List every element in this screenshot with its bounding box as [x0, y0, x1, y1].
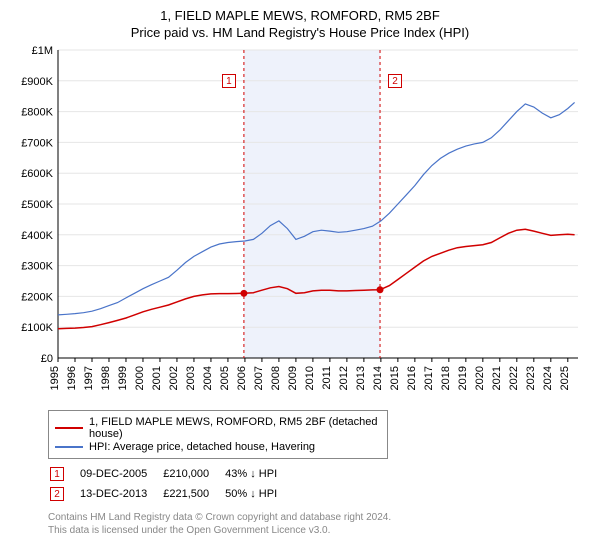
legend-label: HPI: Average price, detached house, Have… [89, 441, 315, 453]
ref-marker-2: 2 [388, 74, 402, 88]
x-axis-label: 2015 [389, 366, 401, 390]
sale-marker-icon: 2 [50, 487, 64, 501]
x-axis-label: 2025 [559, 366, 571, 390]
sale-delta: 50% ↓ HPI [225, 485, 291, 503]
sales-row: 1 09-DEC-2005£210,00043% ↓ HPI [50, 465, 291, 483]
y-axis-label: £300K [21, 261, 53, 273]
sale-date: 13-DEC-2013 [80, 485, 161, 503]
x-axis-label: 1995 [49, 366, 61, 390]
x-axis-label: 2005 [219, 366, 231, 390]
x-axis-label: 2011 [321, 366, 333, 390]
sale-price: £210,000 [163, 465, 223, 483]
y-axis-label: £800K [21, 107, 53, 119]
x-axis-label: 2014 [372, 366, 384, 390]
sales-row: 2 13-DEC-2013£221,50050% ↓ HPI [50, 485, 291, 503]
x-axis-label: 1998 [100, 366, 112, 390]
x-axis-label: 2021 [491, 366, 503, 390]
y-axis-label: £200K [21, 291, 53, 303]
legend: 1, FIELD MAPLE MEWS, ROMFORD, RM5 2BF (d… [48, 410, 388, 459]
x-axis-label: 2023 [525, 366, 537, 390]
x-axis-label: 1996 [66, 366, 78, 390]
chart-title-line1: 1, FIELD MAPLE MEWS, ROMFORD, RM5 2BF [12, 8, 588, 23]
x-axis-label: 2007 [253, 366, 265, 390]
x-axis-label: 1997 [83, 366, 95, 390]
x-axis-label: 2012 [338, 366, 350, 390]
x-axis-label: 2008 [270, 366, 282, 390]
legend-item: 1, FIELD MAPLE MEWS, ROMFORD, RM5 2BF (d… [55, 416, 381, 440]
legend-label: 1, FIELD MAPLE MEWS, ROMFORD, RM5 2BF (d… [89, 416, 381, 440]
y-axis-label: £900K [21, 76, 53, 88]
y-axis-label: £0 [41, 353, 53, 365]
attribution-text: Contains HM Land Registry data © Crown c… [48, 511, 582, 537]
x-axis-label: 2001 [151, 366, 163, 390]
x-axis-label: 2022 [508, 366, 520, 390]
ref-marker-1: 1 [222, 74, 236, 88]
sale-price: £221,500 [163, 485, 223, 503]
x-axis-label: 1999 [117, 366, 129, 390]
chart-area: £0 £100K £200K £300K £400K £500K £600K £700K £80… [12, 44, 588, 404]
x-axis-label: 2013 [355, 366, 367, 390]
sale-date: 09-DEC-2005 [80, 465, 161, 483]
x-axis-label: 2020 [474, 366, 486, 390]
x-axis-label: 2016 [406, 366, 418, 390]
sale-delta: 43% ↓ HPI [225, 465, 291, 483]
x-axis-label: 2019 [457, 366, 469, 390]
y-axis-label: £400K [21, 230, 53, 242]
y-axis-label: £600K [21, 168, 53, 180]
x-axis-label: 2004 [202, 366, 214, 390]
x-axis-label: 2017 [423, 366, 435, 390]
y-axis-label: £100K [21, 322, 53, 334]
y-axis-label: £500K [21, 199, 53, 211]
line-chart-svg: £0 £100K £200K £300K £400K £500K £600K £700K £80… [12, 44, 588, 404]
x-axis-label: 2000 [134, 366, 146, 390]
legend-item: HPI: Average price, detached house, Have… [55, 441, 381, 453]
chart-title-block: 1, FIELD MAPLE MEWS, ROMFORD, RM5 2BF Pr… [12, 8, 588, 40]
x-axis-label: 2009 [287, 366, 299, 390]
x-axis-label: 2010 [304, 366, 316, 390]
x-axis-label: 2024 [542, 366, 554, 390]
x-axis-label: 2018 [440, 366, 452, 390]
chart-title-line2: Price paid vs. HM Land Registry's House … [12, 25, 588, 40]
x-axis-label: 2003 [185, 366, 197, 390]
x-axis-label: 2006 [236, 366, 248, 390]
y-axis-label: £700K [21, 137, 53, 149]
sale-marker-icon: 1 [50, 467, 64, 481]
sales-table: 1 09-DEC-2005£210,00043% ↓ HPI 2 13-DEC-201… [48, 463, 293, 505]
x-axis-label: 2002 [168, 366, 180, 390]
y-axis-label: £1M [32, 45, 53, 57]
